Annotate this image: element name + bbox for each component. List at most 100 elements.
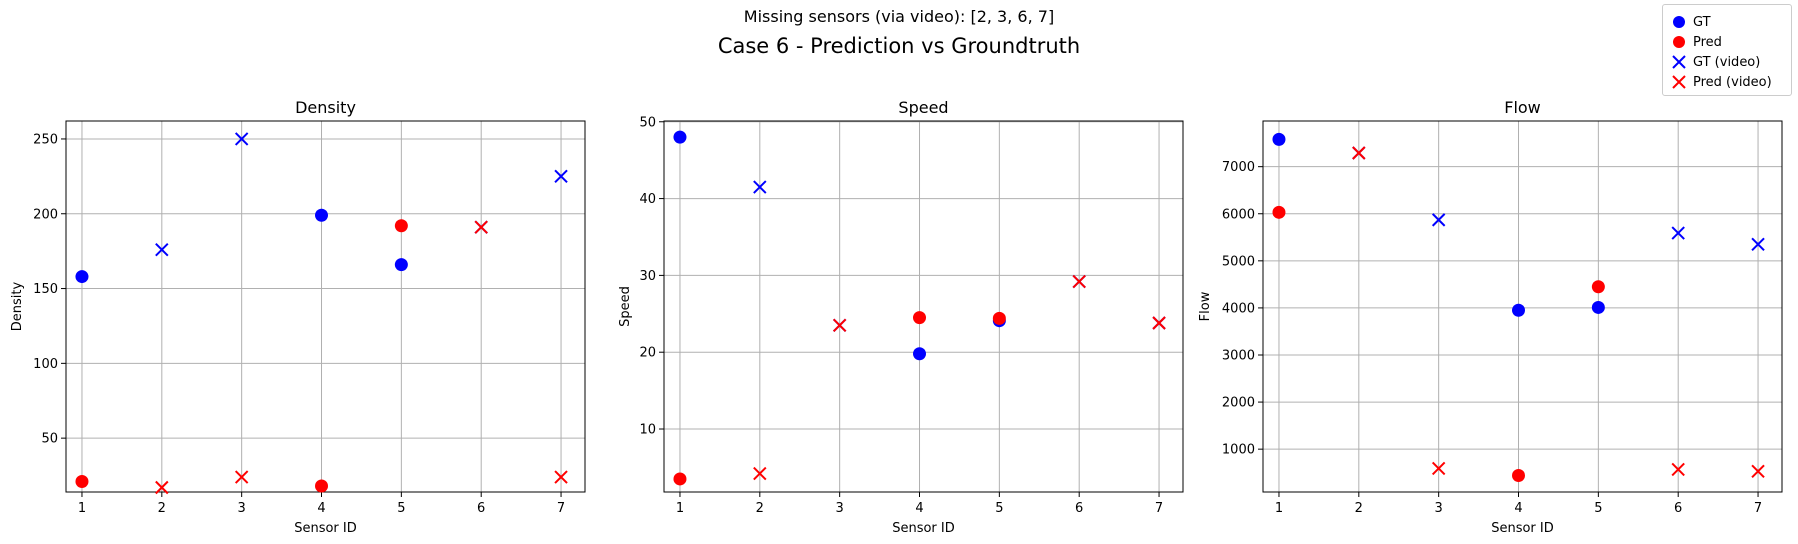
point-pred [913,311,927,325]
subplot-title: Flow [1504,98,1541,117]
x-tick-label: 6 [1674,501,1682,516]
point-gt-video [1671,226,1685,240]
y-tick-label: 10 [639,423,656,438]
figure-subtitle: Missing sensors (via video): [2, 3, 6, 7… [743,7,1055,26]
subplot-title: Density [295,98,356,117]
legend-label: GT [1693,14,1711,30]
y-tick-label: 150 [33,282,58,297]
x-tick-label: 3 [238,501,246,516]
point-pred [1512,469,1526,483]
point-pred-video [1152,316,1166,330]
x-axis-label: Sensor ID [294,521,357,536]
point-gt-video [1431,213,1446,227]
point-gt [1272,132,1286,146]
x-tick-label: 7 [557,501,565,516]
y-axis-label: Density [10,281,25,331]
y-tick-label: 50 [41,432,58,447]
y-tick-label: 1000 [1222,443,1255,458]
point-gt-video [155,242,169,257]
point-pred [1591,280,1605,294]
y-tick-label: 2000 [1222,396,1255,411]
point-gt [75,270,89,284]
x-tick-label: 7 [1155,501,1163,516]
x-tick-label: 5 [995,501,1003,516]
point-gt [913,347,927,361]
point-pred [673,472,687,486]
y-tick-label: 4000 [1222,301,1255,316]
subplot-density: 1 2 3 4 5 6 7 50 100 150 200 250 Density Sensor ID Den… [10,98,586,536]
axes-frame [663,120,1184,493]
y-tick-label: 50 [639,115,656,130]
x-axis-label: Sensor ID [1491,521,1554,536]
point-pred-video [474,220,488,234]
point-pred-video [753,466,767,481]
y-tick-label: 5000 [1222,254,1255,269]
point-gt-video [234,132,249,146]
axes-frame [1262,120,1783,493]
axes-frame [65,120,586,493]
point-pred-video [155,480,169,495]
x-tick-label: 3 [1435,501,1443,516]
x-tick-label: 2 [158,501,166,516]
point-gt [1591,300,1605,314]
subplot-speed: 1 2 3 4 5 6 7 10 20 30 40 50 Speed Sensor ID Speed [618,98,1184,536]
y-tick-label: 40 [639,192,656,207]
y-tick-label: 250 [33,132,58,147]
legend-entry-pred: Pred [1671,33,1722,51]
x-tick-label: 7 [1754,501,1762,516]
x-tick-label: 1 [1275,501,1283,516]
x-tick-label: 3 [836,501,844,516]
point-pred-video [832,318,847,333]
circle-marker-icon [1673,16,1685,28]
circle-marker-icon [1673,36,1685,48]
point-gt-video [753,180,767,194]
x-marker-icon [1672,55,1686,69]
x-tick-label: 1 [78,501,86,516]
point-gt-video [554,169,568,184]
y-tick-label: 20 [639,346,656,361]
x-tick-label: 4 [317,501,325,516]
x-tick-label: 1 [676,501,684,516]
point-pred-video [554,470,568,484]
legend-entry-pred-video: Pred (video) [1671,73,1772,91]
y-tick-label: 3000 [1222,348,1255,363]
point-pred-video [1671,462,1685,477]
subplot-title: Speed [898,98,948,117]
x-tick-label: 5 [397,501,405,516]
x-tick-label: 4 [1514,501,1522,516]
point-gt-video [1751,237,1765,252]
x-tick-label: 2 [756,501,764,516]
point-pred-video [1072,274,1086,289]
point-pred-video [1352,146,1366,160]
y-axis-label: Flow [1198,291,1213,321]
x-tick-label: 6 [477,501,485,516]
legend-entry-gt-video: GT (video) [1671,53,1760,71]
legend-label: GT (video) [1693,54,1761,70]
y-tick-label: 100 [33,357,58,372]
point-pred [1272,205,1286,219]
point-pred [394,219,408,233]
legend-label: Pred [1693,34,1722,50]
point-pred-video [234,470,249,484]
point-gt [315,208,329,222]
x-marker-icon [1672,75,1686,89]
point-pred [75,475,89,489]
point-pred-video [1431,461,1446,476]
figure-title: Case 6 - Prediction vs Groundtruth [717,34,1081,58]
point-pred [992,311,1006,325]
point-gt [394,258,408,272]
point-pred-video [1751,464,1765,478]
point-pred [315,479,329,493]
y-tick-label: 30 [639,269,656,284]
legend: GT Pred GT (video) Pred (video) [1662,4,1792,96]
x-tick-label: 5 [1594,501,1602,516]
x-tick-label: 6 [1075,501,1083,516]
subplot-flow: 1 2 3 4 5 6 7 1000 2000 3000 4000 5000 6000 7000 Flow S… [1198,98,1783,536]
x-tick-label: 2 [1355,501,1363,516]
x-axis-label: Sensor ID [892,521,955,536]
x-tick-label: 4 [915,501,923,516]
y-tick-label: 200 [33,207,58,222]
y-axis-label: Speed [618,286,633,327]
y-tick-label: 6000 [1222,207,1255,222]
